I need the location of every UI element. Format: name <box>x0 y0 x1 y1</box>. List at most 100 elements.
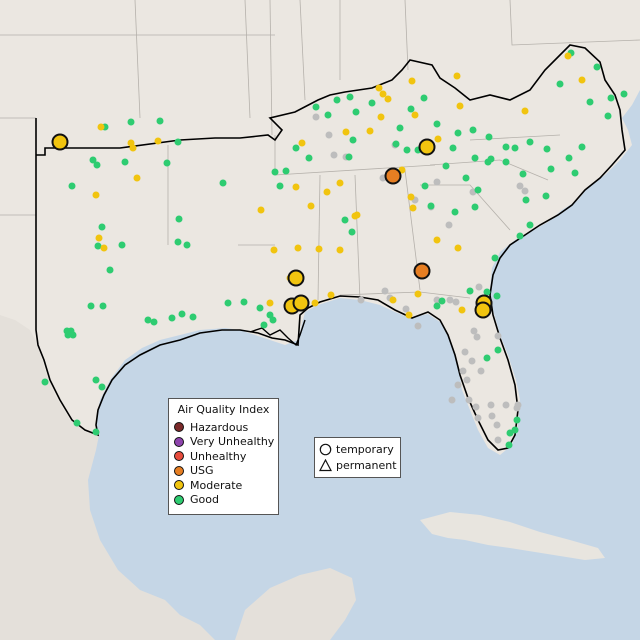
monitor-site <box>271 168 279 176</box>
monitor-site <box>433 302 441 310</box>
louisiana-coast <box>249 319 306 347</box>
monitor-site <box>174 238 182 246</box>
monitor-site <box>325 131 333 139</box>
aqi-legend: Air Quality Index Hazardous Very Unhealt… <box>168 398 279 515</box>
monitor-site <box>163 159 171 167</box>
monitor-site <box>474 414 482 422</box>
monitor-site <box>266 299 274 307</box>
temporary-monitor <box>287 269 305 287</box>
monitor-site <box>168 314 176 322</box>
monitor-site <box>315 245 323 253</box>
monitor-site <box>256 304 264 312</box>
monitor-site <box>183 241 191 249</box>
monitor-site <box>240 298 248 306</box>
monitor-site <box>98 223 106 231</box>
monitor-site <box>357 296 365 304</box>
monitor-site <box>375 84 383 92</box>
monitor-site <box>470 327 478 335</box>
legend-item-usg: USG <box>169 464 278 479</box>
monitor-site <box>156 117 164 125</box>
monitor-site <box>494 346 502 354</box>
monitoring-sites <box>41 49 628 449</box>
monitor-site <box>471 203 479 211</box>
monitor-site <box>68 182 76 190</box>
monitor-site <box>483 288 491 296</box>
monitor-site <box>493 292 501 300</box>
monitor-site <box>381 287 389 295</box>
monitor-site <box>333 96 341 104</box>
monitor-site <box>433 120 441 128</box>
legend-item-unhealthy: Unhealthy <box>169 449 278 464</box>
monitor-site <box>294 244 302 252</box>
monitor-site <box>468 357 476 365</box>
monitor-site <box>454 381 462 389</box>
monitor-site <box>564 52 572 60</box>
monitor-site <box>409 204 417 212</box>
monitor-site <box>129 144 137 152</box>
monitor-site <box>292 183 300 191</box>
legend-item-hazardous: Hazardous <box>169 420 278 435</box>
monitor-site <box>516 182 524 190</box>
monitor-site <box>298 139 306 147</box>
monitor-site <box>312 103 320 111</box>
monitor-site <box>494 332 502 340</box>
legend-title: Air Quality Index <box>177 403 270 416</box>
monitor-site <box>414 290 422 298</box>
monitor-site <box>506 429 514 437</box>
monitor-site <box>420 94 428 102</box>
monitor-site <box>449 144 457 152</box>
monitor-site <box>502 143 510 151</box>
monitor-site <box>405 311 413 319</box>
monitor-site <box>452 298 460 306</box>
monitor-site <box>348 228 356 236</box>
monitor-site <box>349 136 357 144</box>
monitor-site <box>472 403 480 411</box>
monitor-site <box>483 354 491 362</box>
monitor-site <box>526 138 534 146</box>
monitor-site <box>593 63 601 71</box>
monitor-site <box>403 146 411 154</box>
monitor-site <box>502 158 510 166</box>
monitor-site <box>323 188 331 196</box>
monitor-site <box>487 155 495 163</box>
monitor-site <box>121 158 129 166</box>
monitor-site <box>462 174 470 182</box>
monitor-site <box>408 77 416 85</box>
monitor-site <box>307 202 315 210</box>
legend-swatch-unhealthy <box>174 451 184 462</box>
monitor-site <box>269 316 277 324</box>
monitor-site <box>407 193 415 201</box>
monitor-site <box>474 186 482 194</box>
monitor-site <box>336 179 344 187</box>
monitor-type-legend: temporary permanent <box>314 437 401 478</box>
monitor-site <box>257 206 265 214</box>
monitor-site <box>502 401 510 409</box>
monitor-site <box>118 241 126 249</box>
monitor-site <box>477 367 485 375</box>
monitor-site <box>475 283 483 291</box>
monitor-site <box>93 161 101 169</box>
monitor-site <box>493 421 501 429</box>
monitor-site <box>438 297 446 305</box>
monitor-site <box>99 302 107 310</box>
monitor-site <box>543 145 551 153</box>
monitor-site <box>396 124 404 132</box>
monitor-site <box>578 76 586 84</box>
monitor-site <box>620 90 628 98</box>
monitor-site <box>463 376 471 384</box>
monitor-site <box>491 254 499 262</box>
legend-label: Moderate <box>190 478 243 492</box>
legend-item-moderate: Moderate <box>169 478 278 493</box>
monitor-site <box>571 169 579 177</box>
monitor-site <box>270 246 278 254</box>
monitor-site <box>178 310 186 318</box>
monitor-site <box>92 428 100 436</box>
monitor-site <box>106 266 114 274</box>
monitor-site <box>473 333 481 341</box>
monitor-site <box>345 153 353 161</box>
monitor-site <box>411 111 419 119</box>
monitor-site <box>92 376 100 384</box>
monitor-site <box>469 126 477 134</box>
